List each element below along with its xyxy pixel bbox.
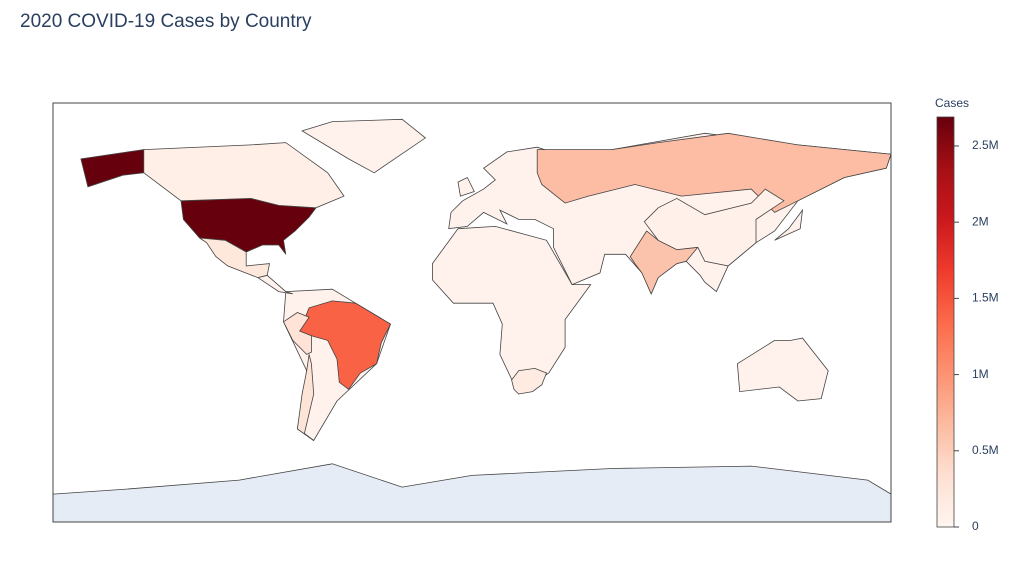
country xyxy=(511,367,548,395)
country xyxy=(536,132,891,213)
colorbar-tick-label: 1.5M xyxy=(972,291,999,305)
colorbar-tick-label: 0.5M xyxy=(972,443,999,457)
colorbar-tick-label: 1M xyxy=(972,367,989,381)
land xyxy=(432,225,592,395)
land xyxy=(736,337,829,402)
country xyxy=(143,142,345,209)
country xyxy=(282,312,312,355)
country xyxy=(296,354,315,441)
country xyxy=(299,300,392,390)
colorbar-tick-label: 0 xyxy=(972,519,979,533)
land xyxy=(301,118,427,174)
colorbar-tick-label: 2M xyxy=(972,214,989,228)
map xyxy=(53,118,891,522)
colorbar-title: Cases xyxy=(935,96,969,110)
colorbar xyxy=(936,116,955,528)
land xyxy=(457,176,475,197)
chart-title: 2020 COVID-19 Cases by Country xyxy=(20,11,312,32)
colorbar-tick-label: 2.5M xyxy=(972,138,999,152)
country xyxy=(199,237,270,279)
antarctica xyxy=(53,463,891,522)
land xyxy=(774,208,804,241)
country xyxy=(643,188,785,267)
map-frame xyxy=(52,102,892,523)
country xyxy=(629,230,699,295)
